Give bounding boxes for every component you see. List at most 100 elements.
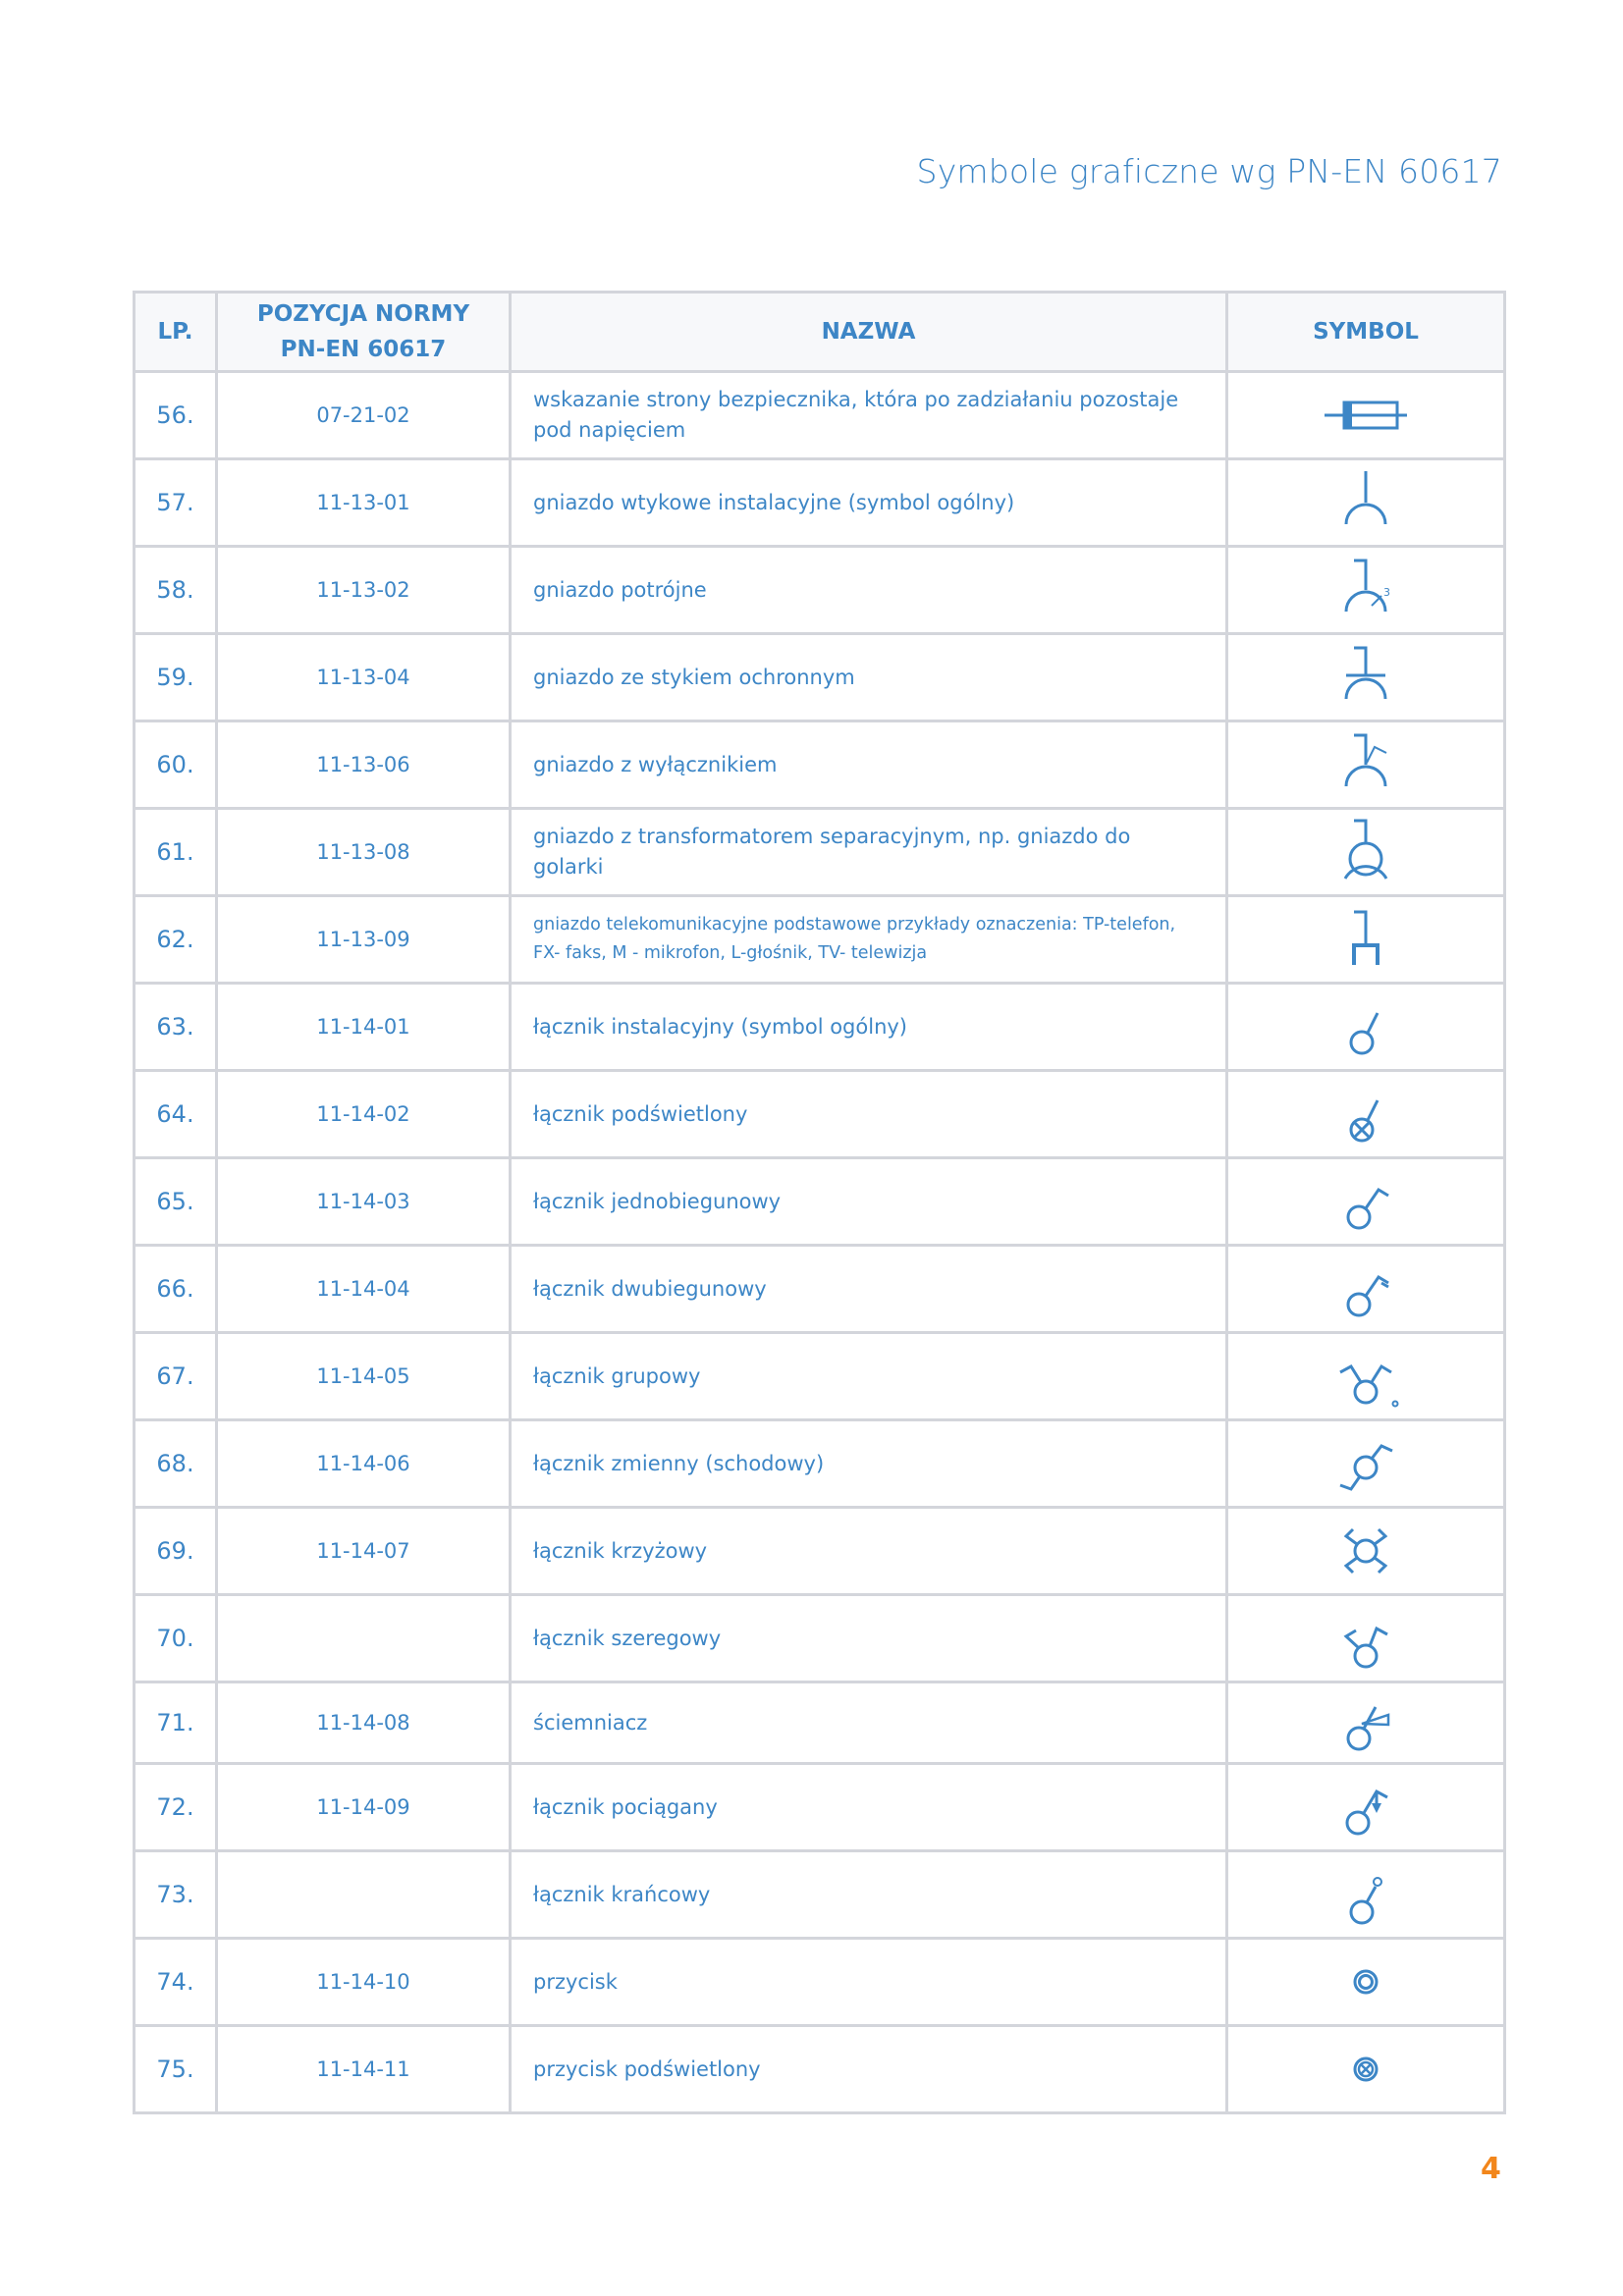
row-symbol	[1225, 807, 1506, 897]
row-lp: 62.	[133, 894, 218, 985]
row-lp: 56.	[133, 370, 218, 460]
row-symbol	[1225, 370, 1506, 460]
row-lp: 60.	[133, 720, 218, 810]
row-position: 11-13-08	[215, 807, 512, 897]
row-name: łącznik krzyżowy	[509, 1506, 1228, 1596]
row-name: łącznik instalacyjny (symbol ogólny)	[509, 982, 1228, 1072]
table-row: 58. 11-13-02 gniazdo potrójne 3	[133, 545, 1506, 635]
row-symbol	[1225, 632, 1506, 722]
row-name: gniazdo potrójne	[509, 545, 1228, 635]
row-lp: 69.	[133, 1506, 218, 1596]
table-row: 62. 11-13-09 gniazdo telekomunikacyjne pod…	[133, 894, 1506, 985]
row-symbol	[1225, 982, 1506, 1072]
symbols-table: LP. POZYCJA NORMY PN-EN 60617 NAZWA SYMB…	[133, 291, 1506, 2114]
row-symbol	[1225, 1156, 1506, 1247]
row-position: 11-14-05	[215, 1331, 512, 1421]
row-name: łącznik pociągany	[509, 1762, 1228, 1852]
row-name: gniazdo z wyłącznikiem	[509, 720, 1228, 810]
table-row: 60. 11-13-06 gniazdo z wyłącznikiem	[133, 720, 1506, 810]
row-position: 11-13-04	[215, 632, 512, 722]
cross-switch-icon	[1343, 1527, 1388, 1575]
table-row: 61. 11-13-08 gniazdo z transformatorem sep…	[133, 807, 1506, 897]
row-lp: 63.	[133, 982, 218, 1072]
table-row: 71. 11-14-08 ściemniacz	[133, 1681, 1506, 1765]
row-position: 11-13-09	[215, 894, 512, 985]
svg-text:3: 3	[1383, 586, 1390, 599]
table-row: 66. 11-14-04 łącznik dwubiegunowy	[133, 1244, 1506, 1334]
row-name: łącznik jednobiegunowy	[509, 1156, 1228, 1247]
row-position	[215, 1849, 512, 1940]
row-lp: 70.	[133, 1593, 218, 1683]
row-symbol	[1225, 1506, 1506, 1596]
header-position-line2: PN-EN 60617	[280, 337, 447, 362]
row-name: łącznik krańcowy	[509, 1849, 1228, 1940]
row-symbol	[1225, 1762, 1506, 1852]
row-name: gniazdo wtykowe instalacyjne (symbol ogó…	[509, 457, 1228, 548]
row-position: 11-13-06	[215, 720, 512, 810]
table-row: 74. 11-14-10 przycisk	[133, 1937, 1506, 2027]
row-name: gniazdo ze stykiem ochronnym	[509, 632, 1228, 722]
row-symbol	[1225, 1849, 1506, 1940]
row-lp: 67.	[133, 1331, 218, 1421]
illuminated-push-button-icon	[1353, 2056, 1379, 2082]
socket-isolating-transformer-icon	[1343, 819, 1388, 880]
row-lp: 64.	[133, 1069, 218, 1159]
row-symbol	[1225, 1593, 1506, 1683]
table-row: 56. 07-21-02 wskazanie strony bezpiecznika…	[133, 370, 1506, 460]
row-position	[215, 1593, 512, 1683]
row-lp: 73.	[133, 1849, 218, 1940]
row-symbol	[1225, 457, 1506, 548]
table-header-row: LP. POZYCJA NORMY PN-EN 60617 NAZWA SYMB…	[133, 291, 1506, 373]
telecom-socket-icon	[1352, 910, 1380, 965]
row-lp: 58.	[133, 545, 218, 635]
table-row: 67. 11-14-05 łącznik grupowy	[133, 1331, 1506, 1421]
row-lp: 57.	[133, 457, 218, 548]
triple-socket-icon: 3	[1344, 559, 1390, 613]
table-row: 73. łącznik krańcowy	[133, 1849, 1506, 1940]
row-symbol	[1225, 720, 1506, 810]
page-number: 4	[1481, 2152, 1501, 2186]
single-pole-switch-icon	[1346, 1187, 1389, 1230]
row-symbol	[1225, 1331, 1506, 1421]
pull-switch-icon	[1345, 1789, 1388, 1836]
header-position: POZYCJA NORMY PN-EN 60617	[215, 291, 512, 373]
row-symbol	[1225, 1418, 1506, 1509]
socket-protective-contact-icon	[1344, 646, 1387, 700]
switch-icon	[1349, 1012, 1380, 1055]
row-position: 11-14-10	[215, 1937, 512, 2027]
row-symbol: 3	[1225, 545, 1506, 635]
socket-icon	[1344, 471, 1387, 525]
table-row: 72. 11-14-09 łącznik pociągany	[133, 1762, 1506, 1852]
table-row: 70. łącznik szeregowy	[133, 1593, 1506, 1683]
row-lp: 71.	[133, 1681, 218, 1765]
row-name: przycisk podświetlony	[509, 2024, 1228, 2114]
double-pole-switch-icon	[1346, 1274, 1389, 1317]
row-position: 11-14-04	[215, 1244, 512, 1334]
row-lp: 59.	[133, 632, 218, 722]
row-position: 11-14-08	[215, 1681, 512, 1765]
header-symbol: SYMBOL	[1225, 291, 1506, 373]
row-symbol	[1225, 1937, 1506, 2027]
table-row: 69. 11-14-07 łącznik krzyżowy	[133, 1506, 1506, 1596]
header-lp: LP.	[133, 291, 218, 373]
row-position: 11-14-01	[215, 982, 512, 1072]
table-row: 65. 11-14-03 łącznik jednobiegunowy	[133, 1156, 1506, 1247]
row-name: łącznik szeregowy	[509, 1593, 1228, 1683]
row-lp: 75.	[133, 2024, 218, 2114]
row-symbol	[1225, 894, 1506, 985]
dimmer-icon	[1346, 1706, 1390, 1751]
row-position: 11-14-03	[215, 1156, 512, 1247]
series-switch-icon	[1343, 1626, 1388, 1669]
row-lp: 61.	[133, 807, 218, 897]
row-position: 11-14-11	[215, 2024, 512, 2114]
illuminated-switch-icon	[1349, 1099, 1380, 1143]
row-position: 11-14-09	[215, 1762, 512, 1852]
row-symbol	[1225, 2024, 1506, 2114]
row-name: przycisk	[509, 1937, 1228, 2027]
header-name: NAZWA	[509, 291, 1228, 373]
fuse-live-side-icon	[1325, 400, 1407, 430]
row-position: 11-14-02	[215, 1069, 512, 1159]
table-row: 75. 11-14-11 przycisk podświetlony	[133, 2024, 1506, 2114]
row-lp: 66.	[133, 1244, 218, 1334]
table-row: 57. 11-13-01 gniazdo wtykowe instalacyjne …	[133, 457, 1506, 548]
